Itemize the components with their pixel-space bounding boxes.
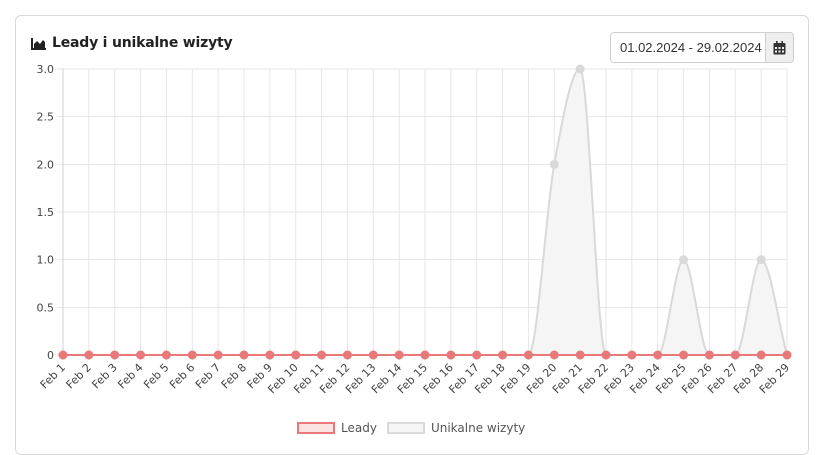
y-tick-label: 2.0 — [37, 158, 55, 171]
legend-swatch-unikalne-wizyty — [386, 422, 425, 434]
data-point-leady — [420, 350, 430, 360]
data-point-leady — [342, 350, 352, 360]
calendar-icon — [773, 40, 786, 54]
data-point-leady — [627, 350, 637, 360]
y-tick-label: 2.5 — [37, 111, 55, 124]
chart-grid — [57, 68, 788, 360]
x-tick-label: Feb 7 — [193, 361, 223, 391]
data-point-leady — [84, 350, 94, 360]
data-point-leady — [446, 350, 456, 360]
data-point-leady — [704, 350, 714, 360]
date-range-input[interactable] — [611, 33, 765, 62]
data-point-leady — [317, 350, 327, 360]
x-tick-label: Feb 2 — [64, 361, 94, 391]
data-point-unikalne-wizyty — [679, 255, 689, 265]
data-point-leady — [498, 350, 508, 360]
chart-legend: Leady Unikalne wizyty — [297, 420, 535, 436]
legend-label-leady: Leady — [341, 421, 377, 435]
data-point-unikalne-wizyty — [549, 159, 559, 169]
widget-title-text: Leady i unikalne wizyty — [52, 35, 233, 51]
x-tick-label: Feb 5 — [141, 361, 171, 391]
data-point-leady — [679, 350, 689, 360]
y-tick-label: 3.0 — [37, 63, 55, 76]
data-point-leady — [472, 350, 482, 360]
data-point-unikalne-wizyty — [756, 255, 766, 265]
data-point-leady — [291, 350, 301, 360]
data-point-leady — [394, 350, 404, 360]
widget-title: Leady i unikalne wizyty — [31, 33, 233, 53]
legend-swatch-leady — [297, 422, 335, 434]
data-point-leady — [756, 350, 766, 360]
x-tick-label: Feb 1 — [38, 361, 68, 391]
x-tick-label: Feb 8 — [219, 361, 249, 391]
data-point-leady — [187, 350, 197, 360]
data-point-leady — [601, 350, 611, 360]
y-tick-label: 1.0 — [37, 254, 55, 267]
data-point-leady — [549, 350, 559, 360]
x-tick-label: Feb 3 — [89, 361, 119, 391]
legend-label-unikalne-wizyty: Unikalne wizyty — [430, 421, 526, 435]
legend-item-unikalne-wizyty[interactable]: Unikalne wizyty — [386, 421, 526, 435]
x-tick-label: Feb 4 — [115, 361, 145, 391]
area-chart-icon — [31, 37, 46, 50]
data-point-leady — [136, 350, 146, 360]
data-point-leady — [730, 350, 740, 360]
data-point-leady — [265, 350, 275, 360]
data-point-leady — [110, 350, 120, 360]
data-point-leady — [653, 350, 663, 360]
data-point-leady — [523, 350, 533, 360]
series-leady — [58, 350, 792, 360]
data-point-unikalne-wizyty — [575, 64, 585, 74]
data-point-leady — [239, 350, 249, 360]
x-tick-label: Feb 6 — [167, 361, 197, 391]
data-point-leady — [575, 350, 585, 360]
y-tick-label: 0.5 — [37, 301, 55, 314]
y-tick-label: 0 — [47, 349, 54, 362]
chart-card — [15, 15, 809, 455]
data-point-leady — [782, 350, 792, 360]
data-point-leady — [368, 350, 378, 360]
calendar-button[interactable] — [765, 33, 793, 62]
legend-item-leady[interactable]: Leady — [297, 421, 377, 435]
y-tick-label: 1.5 — [37, 206, 55, 219]
date-range-picker[interactable] — [610, 32, 794, 63]
data-point-leady — [213, 350, 223, 360]
data-point-leady — [58, 350, 68, 360]
data-point-leady — [161, 350, 171, 360]
